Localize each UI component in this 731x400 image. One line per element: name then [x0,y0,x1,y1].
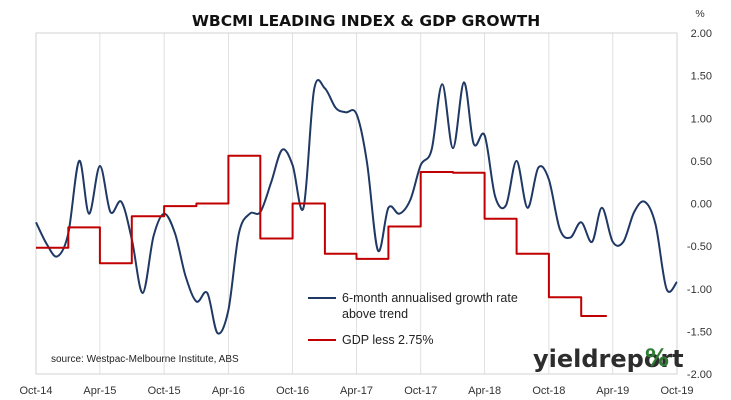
series-line-wbcmi [35,79,678,335]
y-tick-label: 1.00 [691,113,712,125]
x-tick-label: Oct-18 [532,385,565,397]
y-axis: 2.00 1.50 1.00 0.50 0.00 -0.50 -1.00 -1.50 -2.00 [687,28,712,381]
y-tick-label: -1.50 [687,326,712,338]
brand-percent-icon: % [645,344,669,372]
brand-text: yieldreport [533,345,684,373]
legend: 6-month annualised growth rate above tren… [308,291,518,347]
legend-label-gdp: GDP less 2.75% [342,333,433,347]
x-tick-label: Apr-16 [212,385,245,397]
y-axis-unit: % [695,8,704,20]
y-tick-label: -1.00 [687,284,712,296]
y-tick-label: 0.50 [691,156,712,168]
x-tick-label: Oct-19 [660,385,693,397]
x-tick-label: Apr-18 [468,385,501,397]
y-tick-label: -0.50 [687,241,712,253]
x-tick-label: Oct-14 [19,385,52,397]
brand-logo: yieldreport % [533,344,684,373]
x-tick-label: Oct-16 [276,385,309,397]
legend-label-wbcmi: 6-month annualised growth rate above tren… [342,291,518,321]
x-tick-label: Oct-15 [148,385,181,397]
y-tick-label: 1.50 [691,71,712,83]
x-tick-label: Apr-17 [340,385,373,397]
y-tick-label: -2.00 [687,369,712,381]
plot-area [35,32,678,375]
chart-title: WBCMI LEADING INDEX & GDP GROWTH [192,12,540,30]
y-tick-label: 2.00 [691,28,712,40]
y-tick-label: 0.00 [691,199,712,211]
x-tick-label: Oct-17 [404,385,437,397]
series-line-gdp [36,154,607,317]
x-tick-label: Apr-19 [596,385,629,397]
source-note: source: Westpac-Melbourne Institute, ABS [51,354,239,365]
x-axis: Oct-14 Apr-15 Oct-15 Apr-16 Oct-16 Apr-17 Oct-… [19,385,693,397]
x-tick-label: Apr-15 [83,385,116,397]
series-group [35,79,678,335]
